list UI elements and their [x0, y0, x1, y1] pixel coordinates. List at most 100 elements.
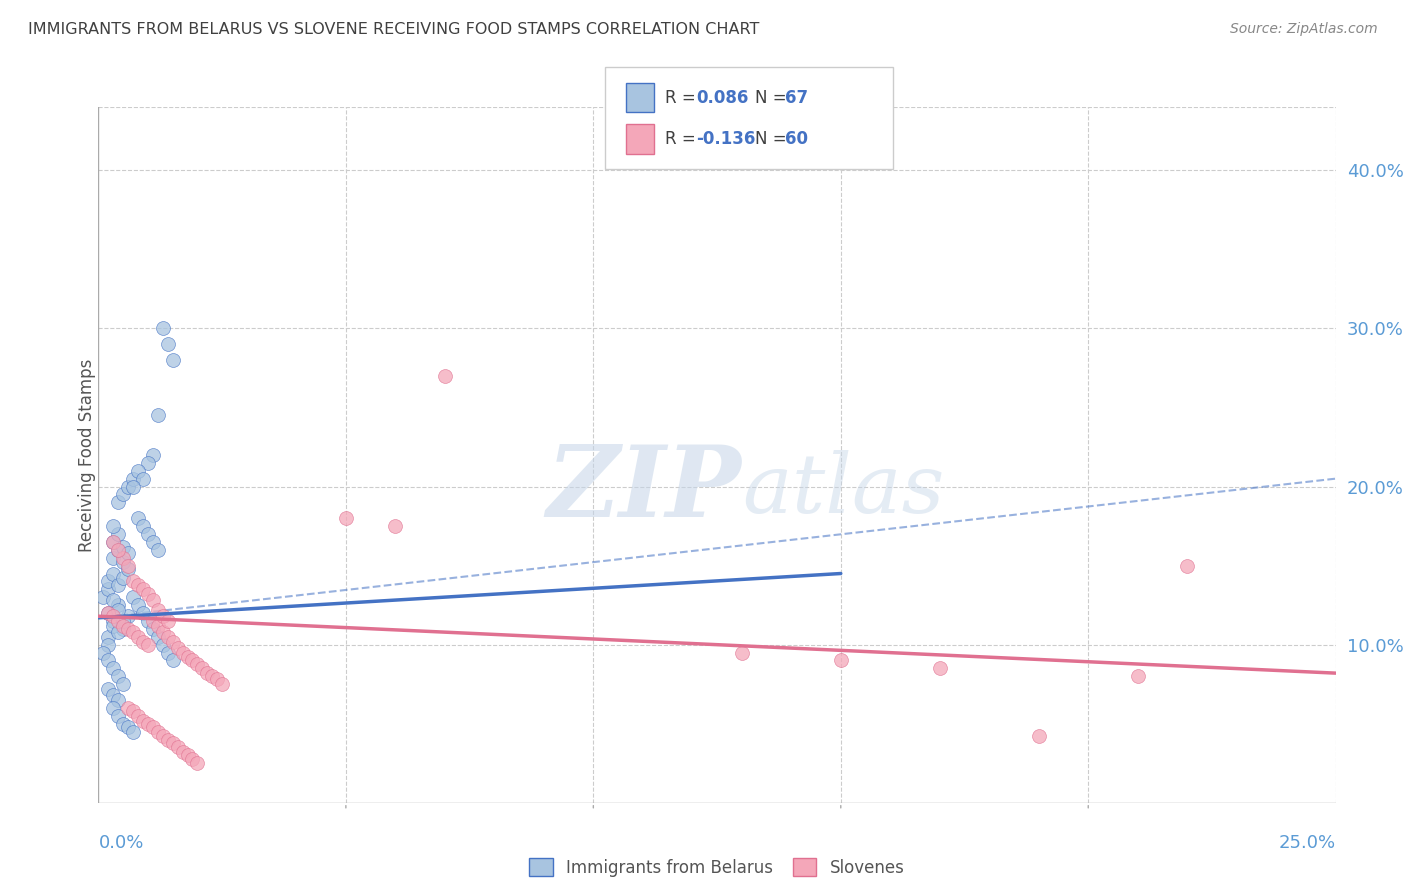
Point: [112, 622, 135, 636]
Text: 0.086: 0.086: [696, 88, 748, 106]
Point: [162, 736, 184, 750]
Point: [205, 673, 228, 687]
Point: [103, 519, 125, 533]
Point: [122, 724, 145, 739]
Point: [103, 534, 125, 549]
Point: [156, 337, 179, 351]
Point: [156, 614, 179, 628]
Point: [142, 622, 165, 636]
Point: [112, 618, 135, 632]
Text: IMMIGRANTS FROM BELARUS VS SLOVENE RECEIVING FOOD STAMPS CORRELATION CHART: IMMIGRANTS FROM BELARUS VS SLOVENE RECEI…: [28, 22, 759, 37]
Point: [107, 577, 129, 591]
Point: [107, 708, 129, 723]
Point: [142, 593, 165, 607]
Point: [97, 606, 120, 620]
Point: [127, 577, 149, 591]
Point: [127, 598, 149, 612]
Point: [127, 630, 149, 644]
Point: [132, 519, 155, 533]
Point: [136, 527, 159, 541]
Point: [112, 550, 135, 565]
Point: [112, 677, 135, 691]
Point: [335, 511, 357, 525]
Point: [112, 614, 135, 628]
Text: Source: ZipAtlas.com: Source: ZipAtlas.com: [1230, 22, 1378, 37]
Point: [146, 618, 169, 632]
Point: [117, 701, 139, 715]
Point: [103, 593, 125, 607]
Point: [162, 653, 184, 667]
Text: R =: R =: [665, 88, 702, 106]
Point: [103, 688, 125, 702]
Point: [122, 625, 145, 640]
Point: [172, 646, 194, 660]
Point: [191, 661, 214, 675]
Point: [97, 606, 120, 620]
Point: [103, 618, 125, 632]
Point: [433, 368, 456, 383]
Point: [830, 653, 852, 667]
Point: [107, 495, 129, 509]
Point: [122, 704, 145, 718]
Point: [136, 587, 159, 601]
Point: [152, 730, 174, 744]
Point: [103, 534, 125, 549]
Point: [122, 472, 145, 486]
Text: atlas: atlas: [742, 450, 945, 530]
Point: [146, 409, 169, 423]
Point: [112, 716, 135, 731]
Text: R =: R =: [665, 130, 702, 148]
Point: [103, 550, 125, 565]
Text: 60: 60: [785, 130, 807, 148]
Point: [97, 582, 120, 597]
Point: [117, 609, 139, 624]
Point: [93, 646, 115, 660]
Point: [122, 591, 145, 605]
Point: [152, 638, 174, 652]
Point: [136, 614, 159, 628]
Point: [181, 751, 204, 765]
Text: N =: N =: [755, 88, 792, 106]
Point: [146, 724, 169, 739]
Point: [97, 630, 120, 644]
Point: [117, 558, 139, 573]
Point: [127, 464, 149, 478]
Point: [117, 546, 139, 560]
Text: 67: 67: [785, 88, 807, 106]
Point: [97, 681, 120, 696]
Point: [142, 614, 165, 628]
Point: [103, 661, 125, 675]
Point: [112, 571, 135, 585]
Text: 0.0%: 0.0%: [98, 834, 143, 852]
Point: [201, 669, 224, 683]
Point: [107, 542, 129, 557]
Point: [112, 487, 135, 501]
Point: [211, 677, 233, 691]
Point: [176, 650, 198, 665]
Point: [156, 646, 179, 660]
Point: [186, 756, 208, 771]
Point: [176, 748, 198, 763]
Point: [162, 353, 184, 368]
Point: [136, 456, 159, 470]
Point: [103, 609, 125, 624]
Point: [1028, 730, 1050, 744]
Point: [107, 542, 129, 557]
Point: [103, 701, 125, 715]
Point: [132, 634, 155, 648]
Text: 25.0%: 25.0%: [1278, 834, 1336, 852]
Point: [146, 542, 169, 557]
Point: [152, 609, 174, 624]
Point: [107, 527, 129, 541]
Point: [97, 638, 120, 652]
Point: [132, 714, 155, 728]
Text: -0.136: -0.136: [696, 130, 755, 148]
Point: [162, 634, 184, 648]
Point: [132, 606, 155, 620]
Point: [127, 511, 149, 525]
Point: [166, 640, 188, 655]
Point: [107, 669, 129, 683]
Point: [142, 534, 165, 549]
Point: [166, 740, 188, 755]
Point: [142, 448, 165, 462]
